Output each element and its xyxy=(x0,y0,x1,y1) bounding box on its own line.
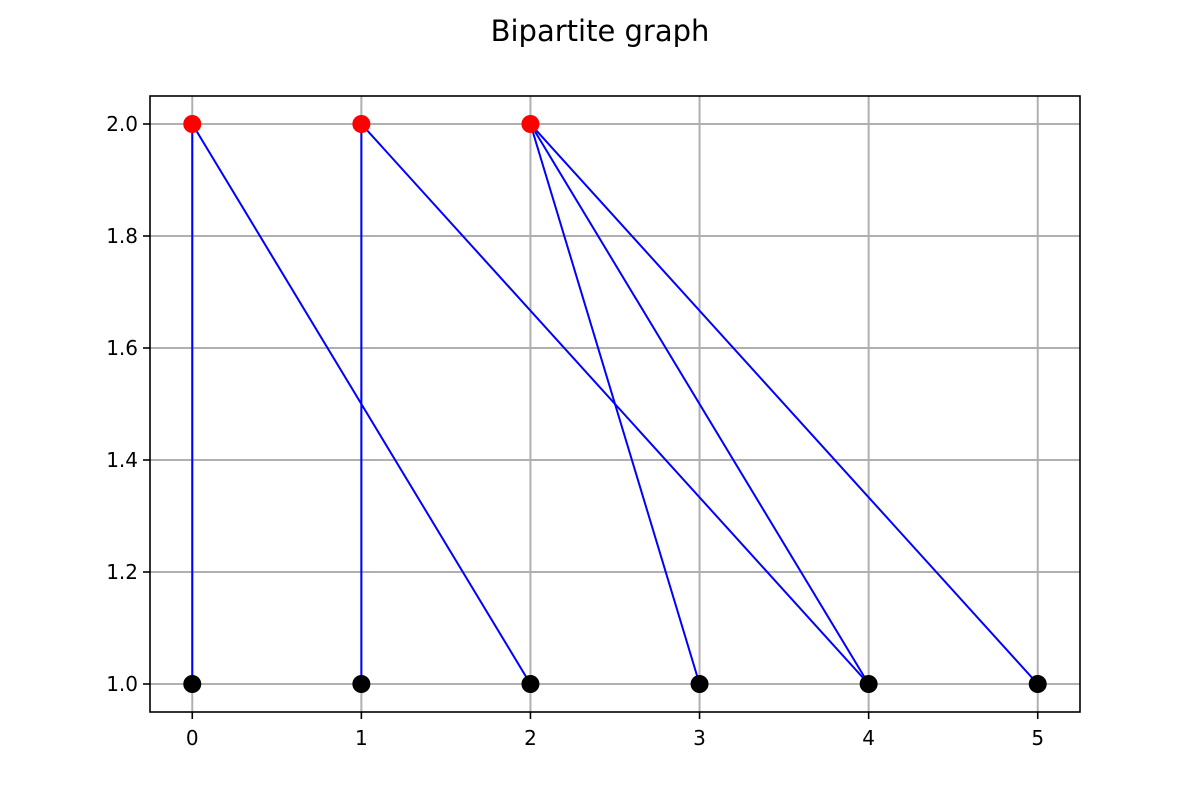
x-axis: 0 1 2 3 4 5 xyxy=(186,712,1044,750)
graph-edge xyxy=(529,123,870,685)
top-node-point xyxy=(183,115,202,133)
y-tick-label: 1.0 xyxy=(106,672,138,696)
bottom-node-point xyxy=(521,675,540,693)
top-node-point xyxy=(352,115,371,133)
bottom-node-point xyxy=(1028,675,1047,693)
x-tick-label: 2 xyxy=(524,726,537,750)
x-tick-label: 1 xyxy=(355,726,368,750)
y-tick-label: 1.8 xyxy=(106,224,138,248)
chart-title: Bipartite graph xyxy=(491,14,710,48)
x-tick-label: 4 xyxy=(862,726,875,750)
bottom-node-point xyxy=(183,675,202,693)
grid-layer xyxy=(150,96,1080,712)
node-layer xyxy=(183,115,1047,693)
edge-layer xyxy=(191,123,1039,685)
x-tick-label: 0 xyxy=(186,726,199,750)
axes-frame xyxy=(149,95,1081,713)
x-tick-label: 3 xyxy=(693,726,706,750)
bottom-node-point xyxy=(352,675,371,693)
y-tick-label: 2.0 xyxy=(106,112,138,136)
bottom-node-point xyxy=(690,675,709,693)
top-node-point xyxy=(521,115,540,133)
y-tick-label: 1.4 xyxy=(106,448,138,472)
y-tick-label: 1.6 xyxy=(106,336,138,360)
graph-edge xyxy=(529,123,701,685)
y-axis: 1.0 1.2 1.4 1.6 1.8 2.0 xyxy=(106,112,150,696)
graph-edge xyxy=(529,123,1039,685)
plot-area xyxy=(149,95,1081,713)
x-tick-label: 5 xyxy=(1031,726,1044,750)
bottom-node-point xyxy=(859,675,878,693)
y-tick-label: 1.2 xyxy=(106,560,138,584)
